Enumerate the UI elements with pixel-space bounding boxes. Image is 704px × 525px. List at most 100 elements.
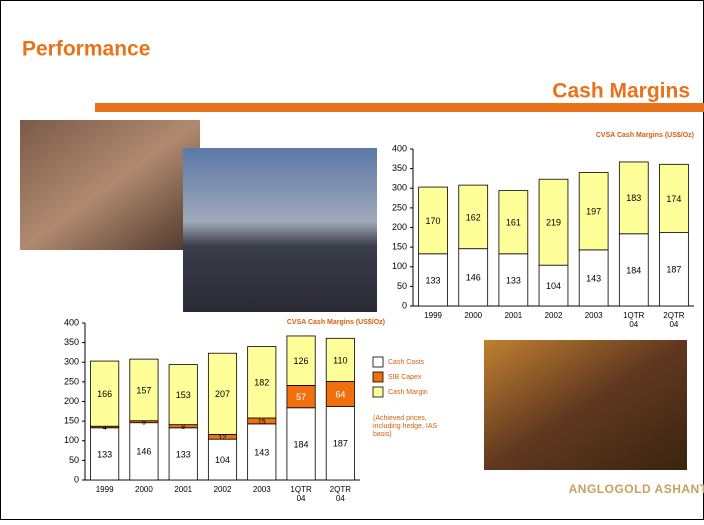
bar-segment (129, 422, 159, 481)
value-label: 143 (586, 273, 601, 283)
y-tick-label: 350 (392, 163, 407, 173)
bar-segment (538, 178, 569, 266)
y-tick-label: 300 (392, 183, 407, 193)
y-tick-label: 350 (64, 337, 79, 347)
value-label: 182 (254, 378, 269, 388)
y-tick-label: 300 (64, 357, 79, 367)
chart-title: CVSA Cash Margins (US$/Oz) (287, 319, 385, 326)
accent-bar (95, 103, 704, 112)
y-tick-label: 200 (64, 396, 79, 406)
x-tick-label: 1QTR 04 (290, 485, 312, 503)
bar-segment (498, 190, 529, 255)
value-label: 64 (335, 389, 345, 399)
bar-segment (286, 335, 316, 386)
value-label: 162 (466, 212, 481, 222)
bar-segment (578, 249, 609, 307)
value-label: 126 (294, 356, 309, 366)
value-label: 187 (333, 439, 348, 449)
value-label: 170 (426, 216, 441, 226)
x-tick-label: 2002 (545, 311, 563, 320)
value-label: 133 (176, 449, 191, 459)
x-tick-label: 2003 (585, 311, 603, 320)
legend-note: (Achieved prices, including hedge, IAS bas… (373, 415, 438, 438)
bar-segment (90, 360, 120, 427)
value-label: 104 (215, 455, 230, 465)
value-label: 104 (546, 281, 561, 291)
y-tick-label: 250 (64, 376, 79, 386)
legend-swatch (372, 371, 384, 383)
bar-segment (538, 264, 569, 307)
y-tick-label: 0 (74, 474, 79, 484)
value-label: 153 (176, 390, 191, 400)
photo (484, 340, 687, 470)
logo: ANGLOGOLD ASHANTI (569, 482, 704, 496)
value-label: 133 (506, 275, 521, 285)
bar-segment (247, 346, 277, 419)
value-label: 133 (426, 275, 441, 285)
x-tick-label: 2QTR 04 (663, 311, 685, 329)
value-label: 12 (219, 435, 227, 442)
y-tick-label: 250 (392, 202, 407, 212)
legend-label: Cash Margin (388, 389, 428, 396)
photo (20, 120, 200, 250)
bar-segment (498, 253, 529, 307)
value-label: 197 (586, 207, 601, 217)
chart-title: CVSA Cash Margins (US$/Oz) (596, 132, 694, 139)
bar-segment (207, 438, 238, 481)
bar-segment (659, 232, 689, 307)
value-label: 15 (258, 419, 266, 426)
y-tick-label: 100 (392, 261, 407, 271)
x-tick-label: 2002 (214, 485, 232, 494)
x-tick-label: 2001 (504, 311, 522, 320)
bar-segment (90, 427, 120, 481)
value-label: 166 (97, 389, 112, 399)
slide-subtitle: Cash Margins (552, 80, 690, 103)
slide-title: Performance (22, 38, 150, 61)
bar-segment (247, 423, 277, 481)
value-label: 187 (666, 265, 681, 275)
legend-label: SIB Capex (388, 374, 422, 381)
value-label: 207 (215, 389, 230, 399)
y-tick-label: 400 (392, 143, 407, 153)
x-tick-label: 2001 (174, 485, 192, 494)
legend-swatch (372, 356, 384, 368)
bar-segment (458, 184, 489, 250)
y-tick-label: 50 (69, 455, 79, 465)
bar-segment (325, 381, 355, 408)
value-label: 161 (506, 218, 521, 228)
bar-segment (418, 186, 448, 255)
value-label: 146 (136, 447, 151, 457)
x-tick-label: 1999 (96, 485, 114, 494)
y-tick-label: 0 (402, 300, 407, 310)
y-tick-label: 200 (392, 222, 407, 232)
legend-swatch (372, 386, 384, 398)
bar-segment (618, 161, 649, 235)
value-label: 184 (626, 265, 641, 275)
bar-segment (578, 172, 609, 251)
y-tick-label: 100 (64, 435, 79, 445)
x-tick-label: 2000 (135, 485, 153, 494)
y-tick-label: 50 (397, 281, 407, 291)
photo (183, 148, 377, 312)
bar-segment (129, 358, 159, 422)
bar-segment (168, 364, 198, 426)
x-tick-label: 1999 (424, 311, 442, 320)
y-tick-label: 150 (392, 242, 407, 252)
y-tick-label: 400 (64, 317, 79, 327)
x-tick-label: 1QTR 04 (623, 311, 645, 329)
value-label: 174 (666, 194, 681, 204)
value-label: 219 (546, 218, 561, 228)
x-tick-label: 2003 (253, 485, 271, 494)
value-label: 184 (294, 439, 309, 449)
x-tick-label: 2000 (464, 311, 482, 320)
value-label: 57 (296, 392, 306, 402)
bar-segment (659, 163, 689, 234)
value-label: 4 (103, 425, 107, 432)
x-tick-label: 2QTR 04 (330, 485, 352, 503)
bar-segment (325, 337, 355, 382)
value-label: 110 (333, 355, 347, 365)
legend-label: Cash Costs (388, 359, 425, 366)
value-label: 5 (142, 420, 146, 427)
value-label: 143 (254, 447, 269, 457)
